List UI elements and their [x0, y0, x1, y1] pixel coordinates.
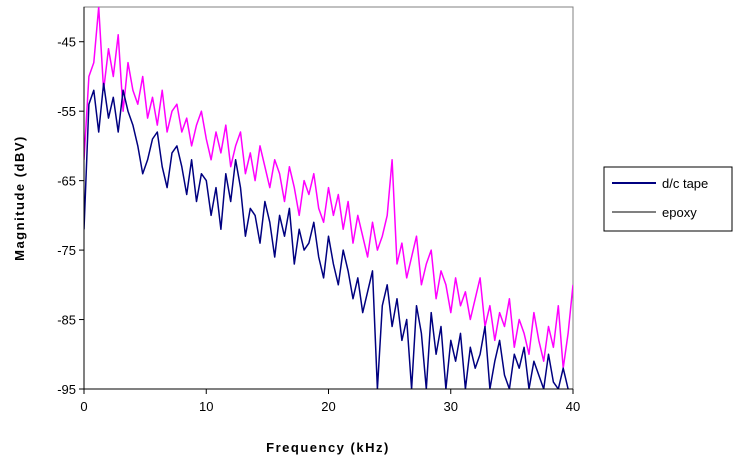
y-tick-label: -45 — [57, 35, 76, 50]
x-tick-label: 10 — [199, 399, 213, 414]
y-tick-label: -65 — [57, 174, 76, 189]
series-line-d-c-tape — [84, 82, 569, 389]
plot-area — [83, 6, 574, 390]
legend-box — [603, 166, 733, 232]
y-tick-label: -95 — [57, 382, 76, 397]
y-tick-label: -85 — [57, 313, 76, 328]
y-axis-title: Magnitude (dBV) — [12, 135, 27, 261]
series-line-epoxy — [84, 7, 573, 369]
x-axis-title: Frequency (kHz) — [266, 440, 390, 455]
y-tick-label: -55 — [57, 104, 76, 119]
x-tick-label: 20 — [321, 399, 335, 414]
x-tick-label: 0 — [80, 399, 87, 414]
legend-label-dc-tape: d/c tape — [662, 176, 708, 191]
x-tick-label: 40 — [566, 399, 580, 414]
legend-label-epoxy: epoxy — [662, 205, 697, 220]
x-tick-label: 30 — [444, 399, 458, 414]
y-tick-label: -75 — [57, 243, 76, 258]
legend: d/c tape epoxy — [603, 166, 733, 232]
